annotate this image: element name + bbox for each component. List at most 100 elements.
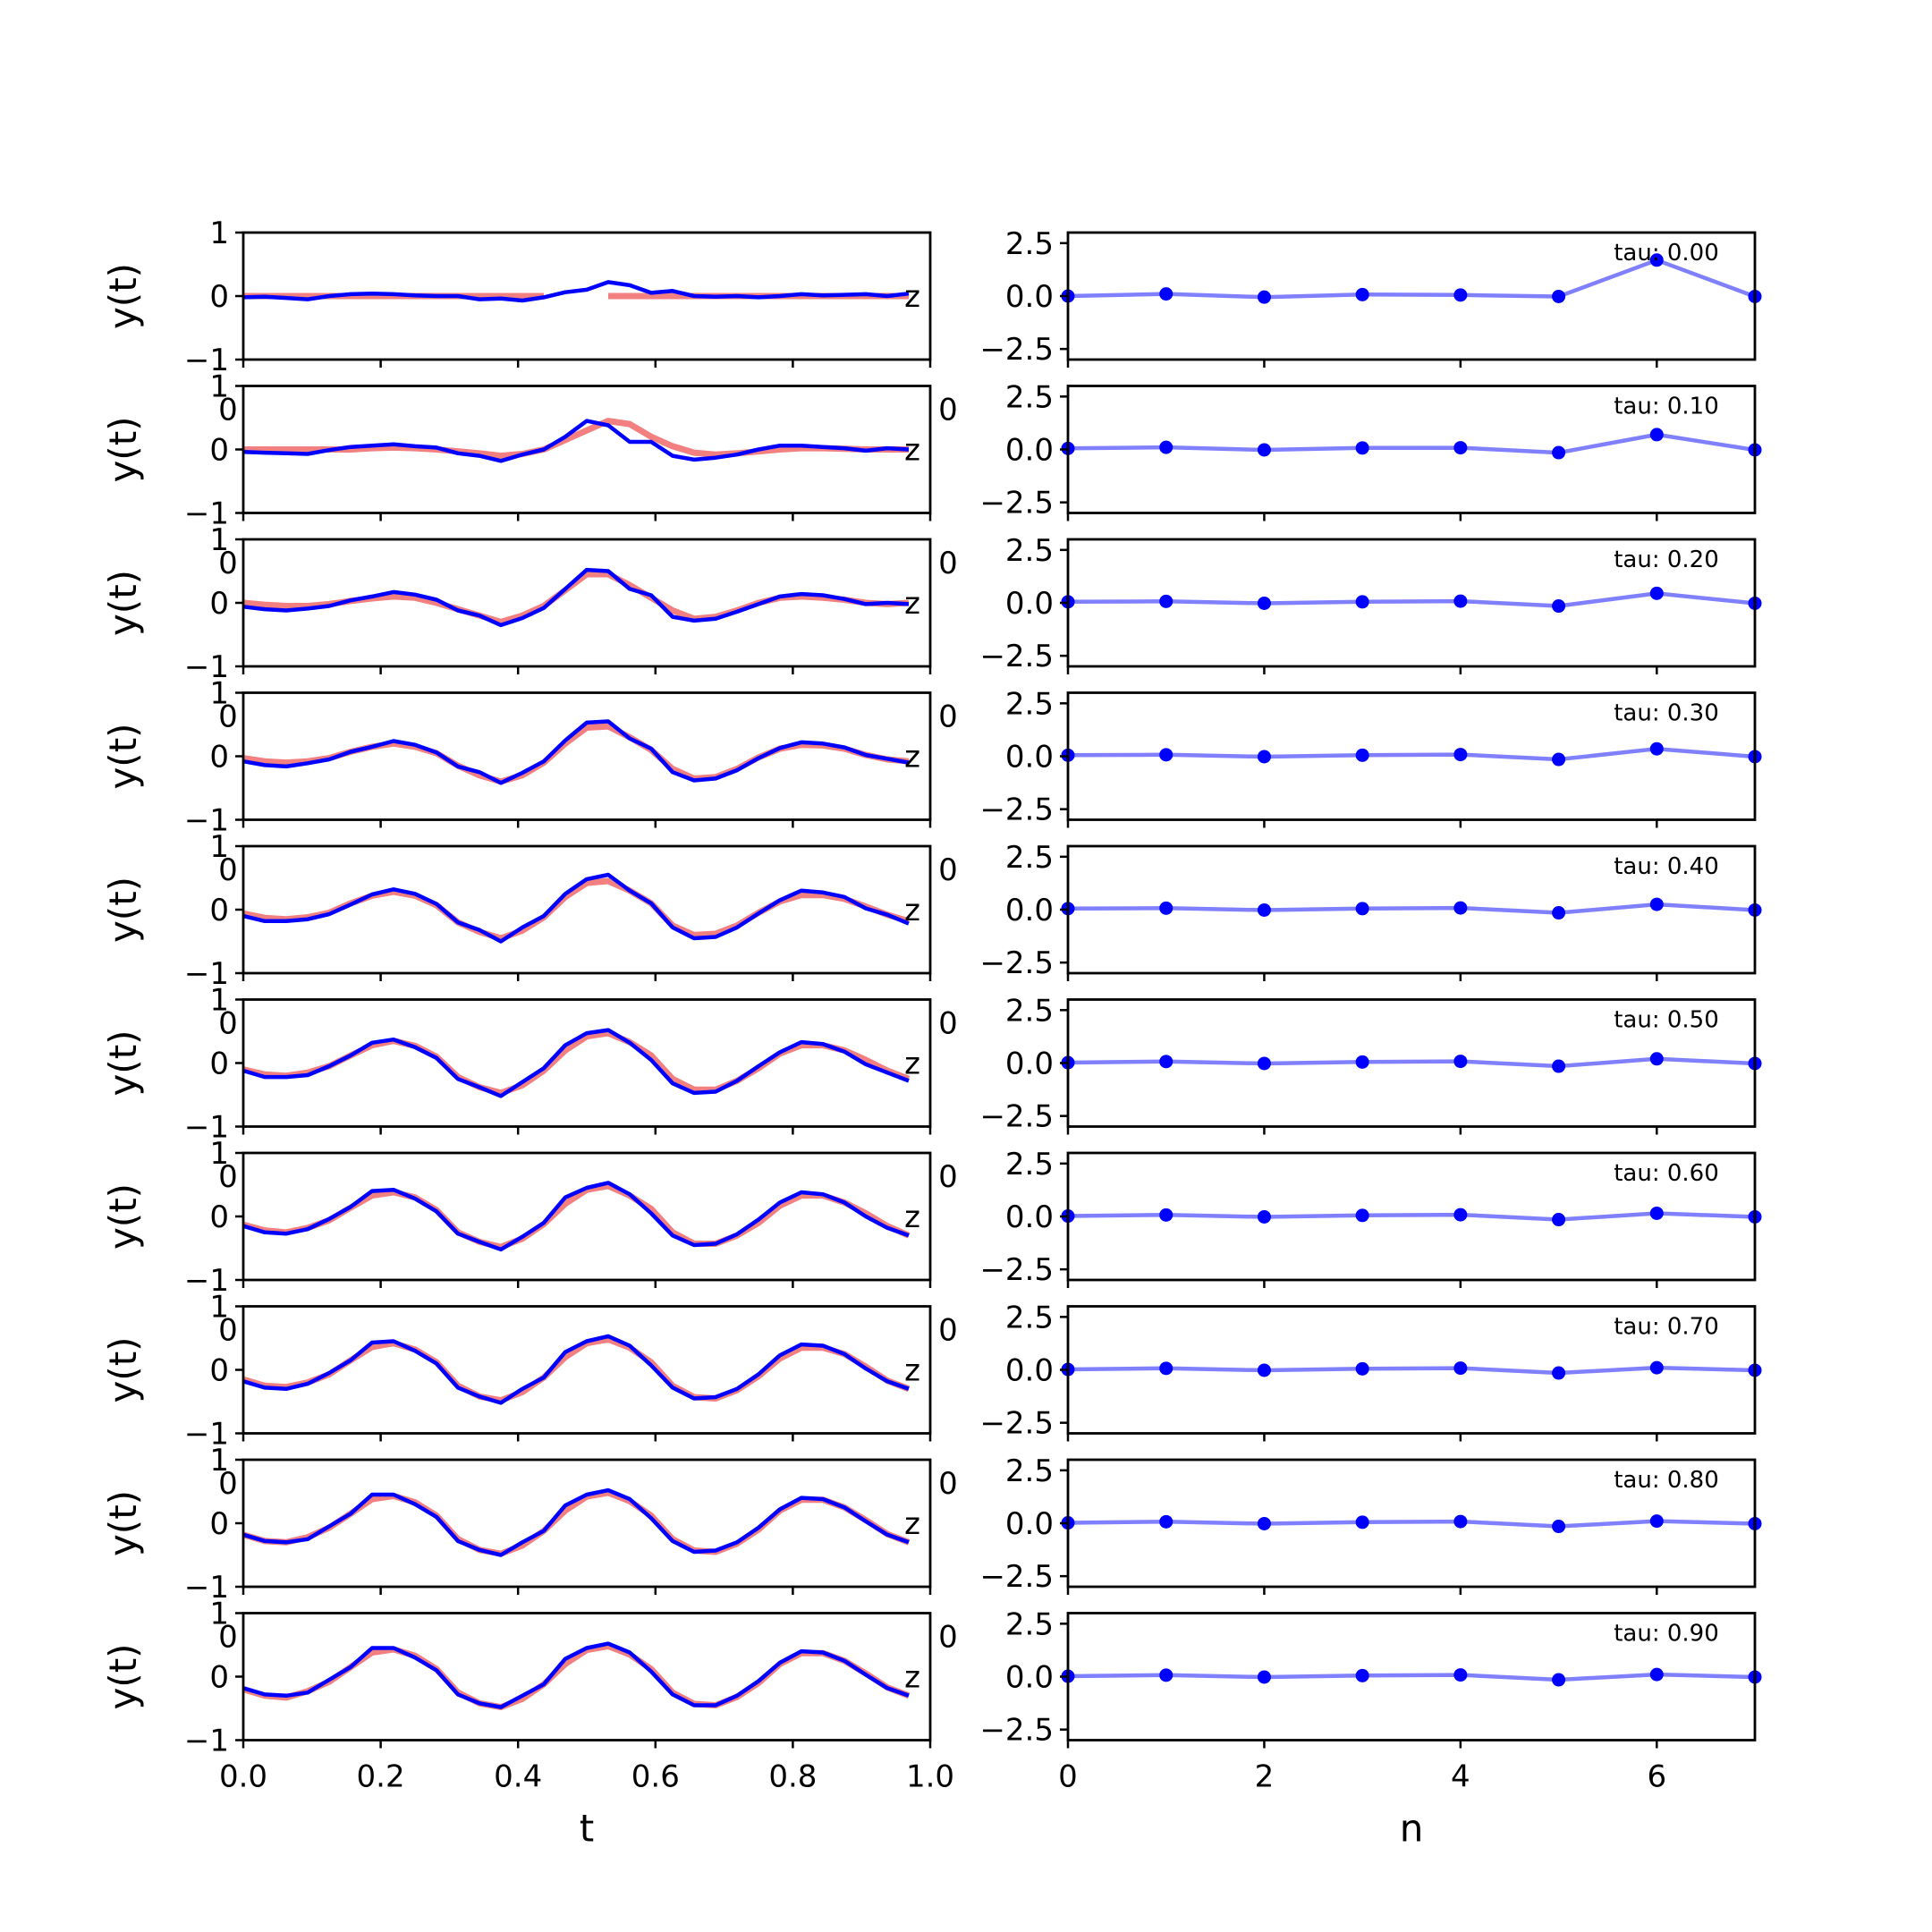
coefficient-point — [1159, 594, 1174, 608]
tau-label: tau: 0.10 — [1614, 394, 1719, 420]
coefficient-point — [1552, 1213, 1566, 1227]
y-tick-label: 1 — [209, 983, 229, 1019]
coefficient-point — [1453, 288, 1468, 302]
clipped-tick-label-mid: 0 — [938, 546, 958, 581]
tau-label: tau: 0.60 — [1614, 1160, 1719, 1187]
right-panel: tau: 0.20 −2.5 0.0 2.5 — [979, 533, 1762, 674]
y-tick-label: 0 — [209, 433, 229, 469]
coefficient-line — [1067, 902, 1756, 915]
right-panel: tau: 0.70 −2.5 0.0 2.5 — [979, 1300, 1762, 1442]
y-tick-label: 0 — [209, 1660, 229, 1696]
y-tick-label: 0 — [209, 279, 229, 315]
coefficient-point — [1257, 750, 1271, 764]
y-tick-label: −2.5 — [979, 1252, 1054, 1288]
y-tick-label: 0.0 — [1005, 1506, 1054, 1542]
left-panel-background — [243, 1306, 930, 1434]
coefficient-point — [1649, 897, 1664, 911]
right-panel: tau: 0.90 −2.5 0.0 2.5 0 2 4 6 n — [979, 1606, 1762, 1851]
coefficient-point — [1649, 586, 1664, 600]
y-tick-label: −1 — [184, 1724, 229, 1759]
right-panel: tau: 0.50 −2.5 0.0 2.5 — [979, 993, 1762, 1135]
right-panel: tau: 0.60 −2.5 0.0 2.5 — [979, 1147, 1762, 1288]
y-tick-label: 2.5 — [1005, 840, 1054, 876]
coefficient-point — [1159, 1361, 1174, 1376]
y-tick-label: 0.0 — [1005, 893, 1054, 928]
end-marker-label: z — [904, 1199, 920, 1235]
coefficient-point — [1257, 1209, 1271, 1224]
y-tick-label: −1 — [184, 803, 229, 839]
coefficient-line — [1067, 746, 1756, 762]
y-tick-label: 0 — [209, 1506, 229, 1542]
y-tick-label: −2.5 — [979, 486, 1054, 521]
coefficient-point — [1159, 748, 1174, 762]
coefficient-line — [1067, 1672, 1756, 1682]
coefficient-point — [1257, 290, 1271, 304]
left-panel-background — [243, 999, 930, 1127]
clipped-tick-label-mid: 0 — [938, 1159, 958, 1195]
coefficient-point — [1355, 1208, 1369, 1223]
y-tick-label: 2.5 — [1005, 226, 1054, 262]
y-tick-label: 0 — [209, 740, 229, 775]
tau-label: tau: 0.80 — [1614, 1467, 1719, 1494]
y-tick-label: 1 — [209, 676, 229, 712]
coefficient-point — [1649, 1206, 1664, 1220]
end-marker-label: z — [904, 279, 920, 315]
blue-series-line — [242, 1641, 910, 1709]
coefficient-point — [1257, 443, 1271, 457]
tau-label: tau: 0.70 — [1614, 1314, 1719, 1341]
coefficient-point — [1552, 1059, 1566, 1073]
tau-label: tau: 0.00 — [1614, 240, 1719, 267]
y-tick-label: 0 — [209, 1046, 229, 1082]
y-tick-label: 2.5 — [1005, 1453, 1054, 1489]
coefficient-point — [1552, 1520, 1566, 1534]
y-axis-label: y(t) — [101, 416, 145, 482]
left-panel-background — [243, 1613, 930, 1741]
clipped-tick-label-left: 0 — [218, 1466, 238, 1502]
y-tick-label: 1 — [209, 369, 229, 405]
y-axis-label: y(t) — [101, 570, 145, 636]
y-tick-label: −2.5 — [979, 332, 1054, 368]
x-tick-label: 0.8 — [768, 1759, 817, 1795]
coefficient-line — [1067, 1211, 1756, 1222]
coefficient-point — [1257, 1516, 1271, 1530]
blue-series-line — [242, 567, 910, 628]
coefficient-point — [1355, 748, 1369, 762]
y-tick-label: −1 — [184, 1570, 229, 1606]
coefficient-point — [1552, 752, 1566, 767]
y-tick-label: 0.0 — [1005, 1353, 1054, 1389]
coefficient-point — [1552, 906, 1566, 920]
right-panel: tau: 0.00 −2.5 0.0 2.5 — [979, 226, 1762, 368]
y-tick-label: 0 — [209, 1199, 229, 1235]
clipped-tick-label-left: 0 — [218, 1313, 238, 1349]
blue-series-line — [242, 280, 910, 303]
y-tick-label: −1 — [184, 649, 229, 685]
y-tick-label: 1 — [209, 829, 229, 865]
y-tick-label: 2.5 — [1005, 1606, 1054, 1642]
coefficient-line — [1067, 432, 1756, 455]
coefficient-point — [1453, 1055, 1468, 1069]
coefficient-point — [1453, 594, 1468, 608]
blue-series-line — [242, 1181, 910, 1252]
coefficient-point — [1453, 441, 1468, 455]
coefficient-point — [1552, 1673, 1566, 1687]
y-tick-label: 1 — [209, 216, 229, 251]
coefficient-point — [1649, 741, 1664, 756]
coefficient-point — [1159, 901, 1174, 915]
y-axis-label: y(t) — [101, 1490, 145, 1556]
y-tick-label: 2.5 — [1005, 533, 1054, 569]
coefficient-line — [1067, 591, 1756, 608]
y-tick-label: −1 — [184, 1417, 229, 1453]
clipped-tick-label-mid: 0 — [938, 1466, 958, 1502]
coefficient-point — [1159, 1055, 1174, 1069]
coefficient-point — [1649, 1052, 1664, 1066]
y-tick-label: −2.5 — [979, 639, 1054, 674]
y-tick-label: 2.5 — [1005, 1147, 1054, 1182]
y-tick-label: 0.0 — [1005, 279, 1054, 315]
coefficient-point — [1552, 1366, 1566, 1380]
